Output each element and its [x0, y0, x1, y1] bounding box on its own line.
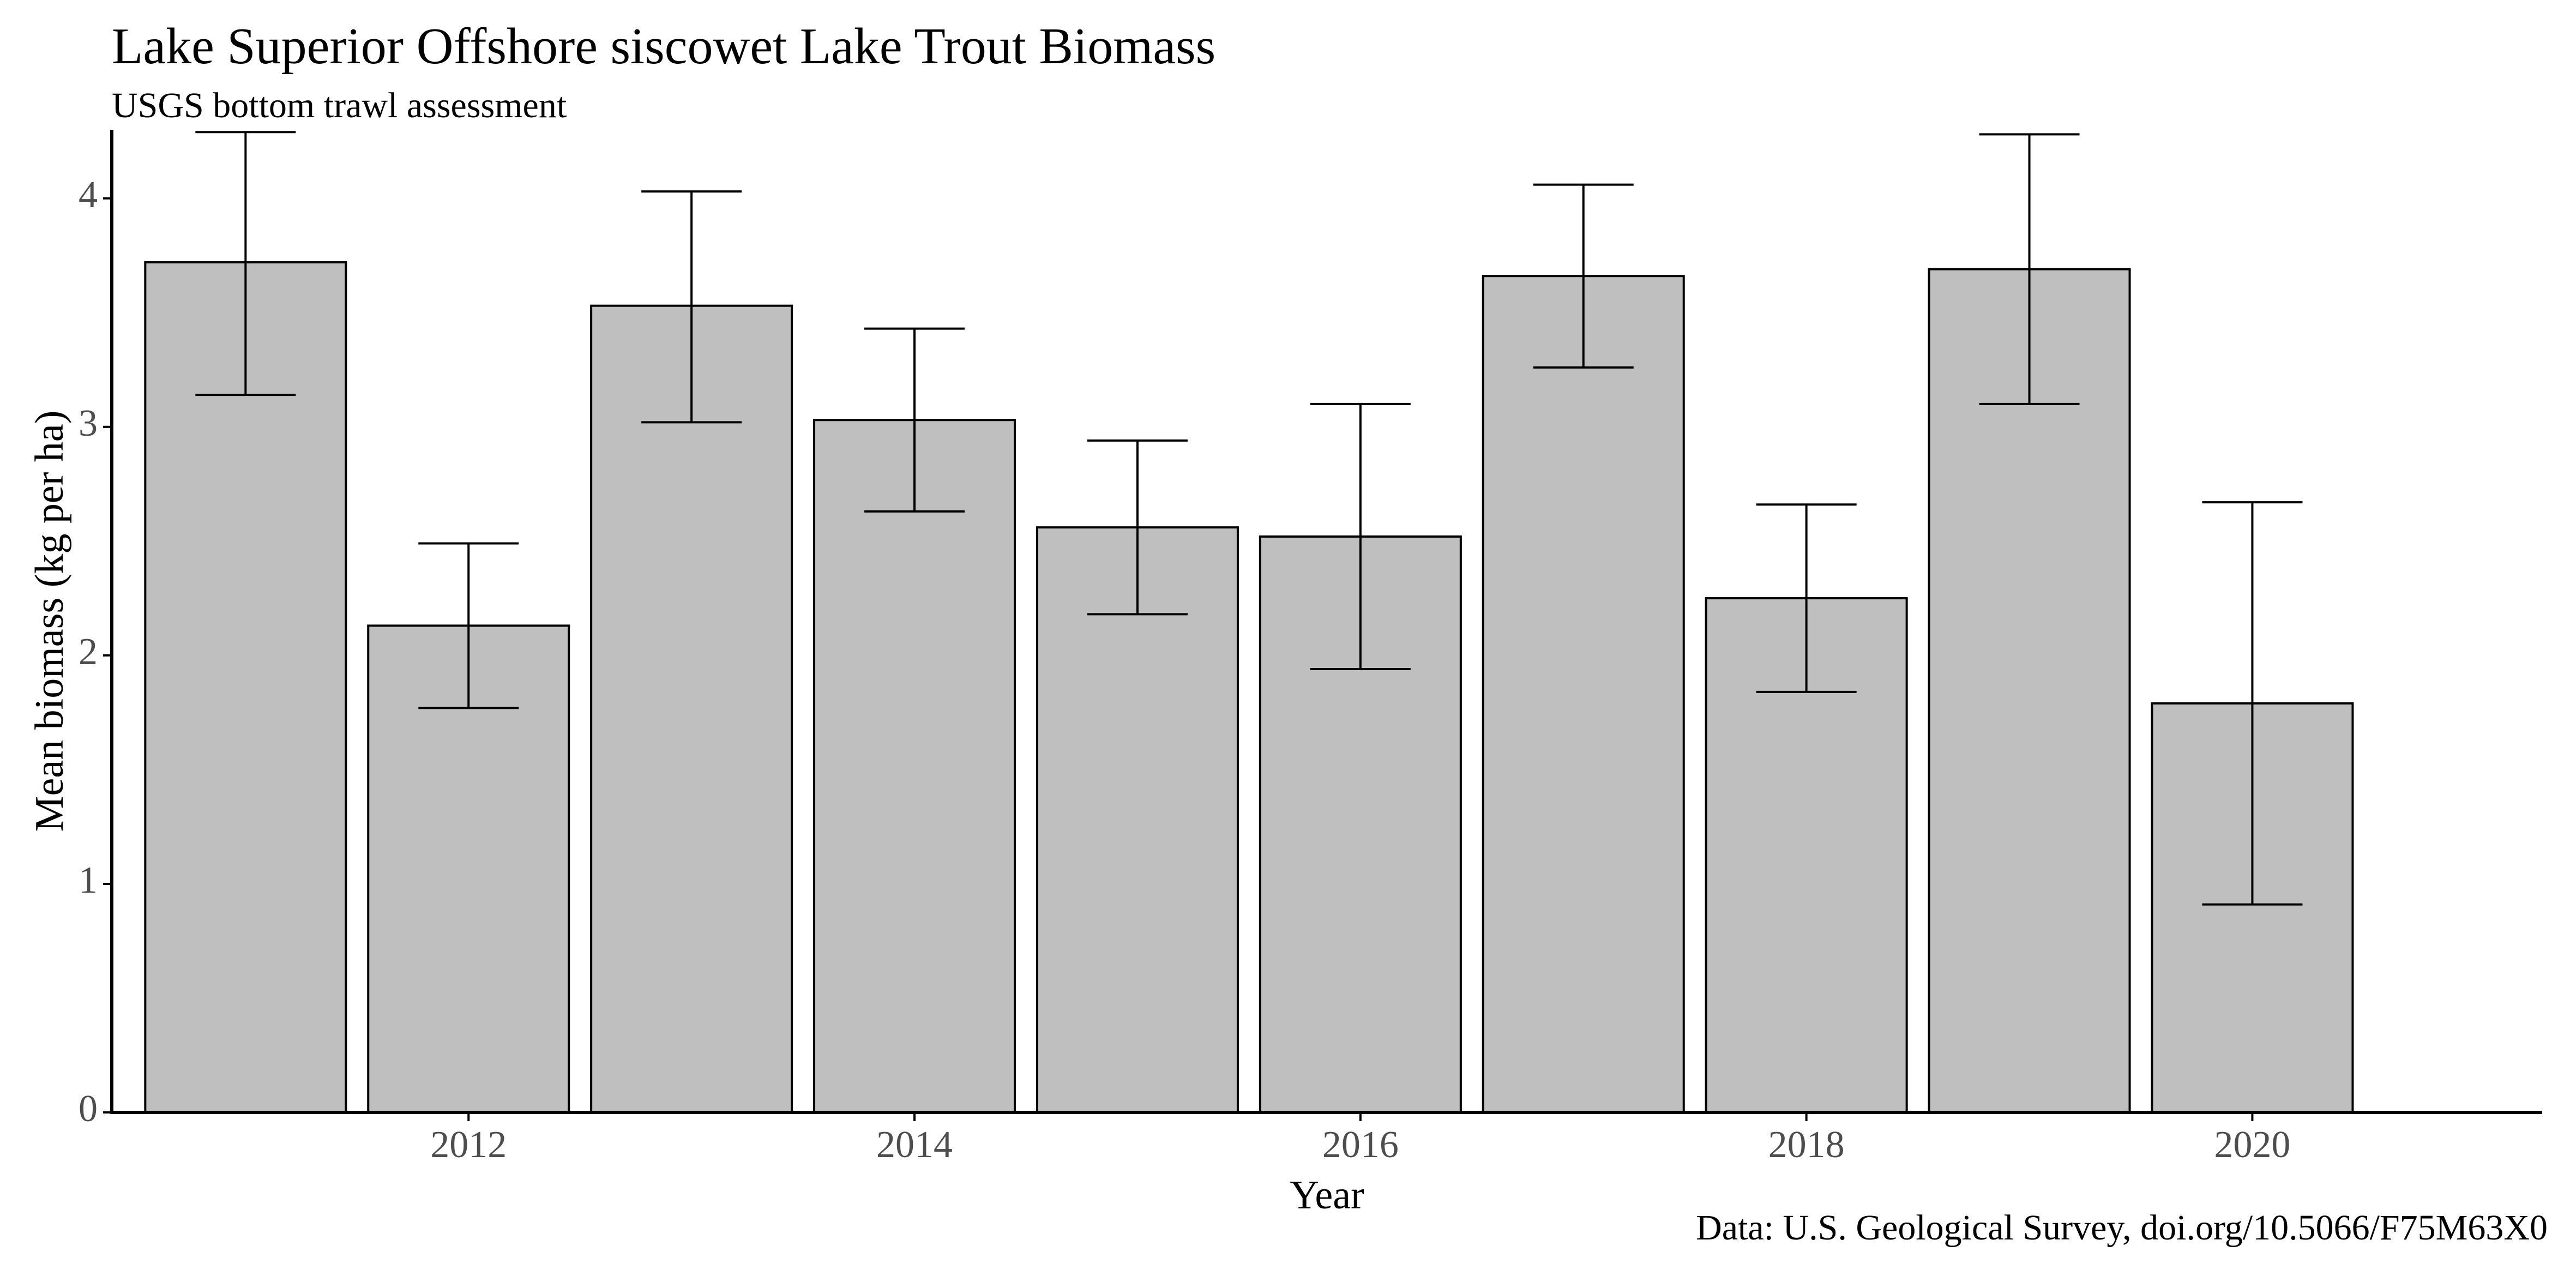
bar-2014: [813, 419, 1016, 1114]
errorbar-2019: [1979, 133, 2080, 405]
y-tick-label: 2: [79, 631, 98, 673]
errorbars-layer: [195, 131, 2303, 906]
axes-layer: [103, 130, 2542, 1121]
errorbar-2016: [1310, 402, 1411, 671]
y-tick-label: 1: [79, 859, 98, 901]
y-tick-label: 4: [79, 174, 98, 216]
chart-title: Lake Superior Offshore siscowet Lake Tro…: [112, 18, 1216, 75]
x-tick-label: 2012: [430, 1124, 507, 1166]
bar-2019: [1928, 268, 2131, 1114]
x-tick-label: 2014: [876, 1124, 953, 1166]
x-axis-title: Year: [1290, 1173, 1364, 1218]
x-tick-label: 2018: [1768, 1124, 1845, 1166]
y-axis-title: Mean biomass (kg per ha): [27, 411, 72, 832]
bars-layer: [144, 261, 2354, 1114]
errorbar-2020: [2202, 501, 2303, 906]
y-tick-label: 0: [79, 1088, 98, 1130]
chart-subtitle: USGS bottom trawl assessment: [112, 86, 567, 125]
labels-layer: 0 1 2 3 4 2012 2014 2016 2018 2020 Year Mean biomas…: [27, 174, 2290, 1218]
errorbar-2013: [641, 190, 742, 424]
bar-2013: [590, 304, 793, 1114]
chart-caption: Data: U.S. Geological Survey, doi.org/10…: [1696, 1208, 2548, 1248]
errorbar-2014: [864, 327, 965, 513]
x-tick-label: 2016: [1322, 1124, 1399, 1166]
errorbar-2017: [1533, 183, 1634, 369]
bar-2017: [1482, 275, 1685, 1114]
errorbar-2018: [1756, 503, 1857, 693]
errorbar-2012: [418, 542, 519, 709]
errorbar-2011: [195, 131, 296, 396]
x-tick-label: 2020: [2214, 1124, 2290, 1166]
bar-2011: [144, 261, 347, 1114]
errorbar-2015: [1087, 439, 1188, 616]
y-tick-label: 3: [79, 402, 98, 444]
